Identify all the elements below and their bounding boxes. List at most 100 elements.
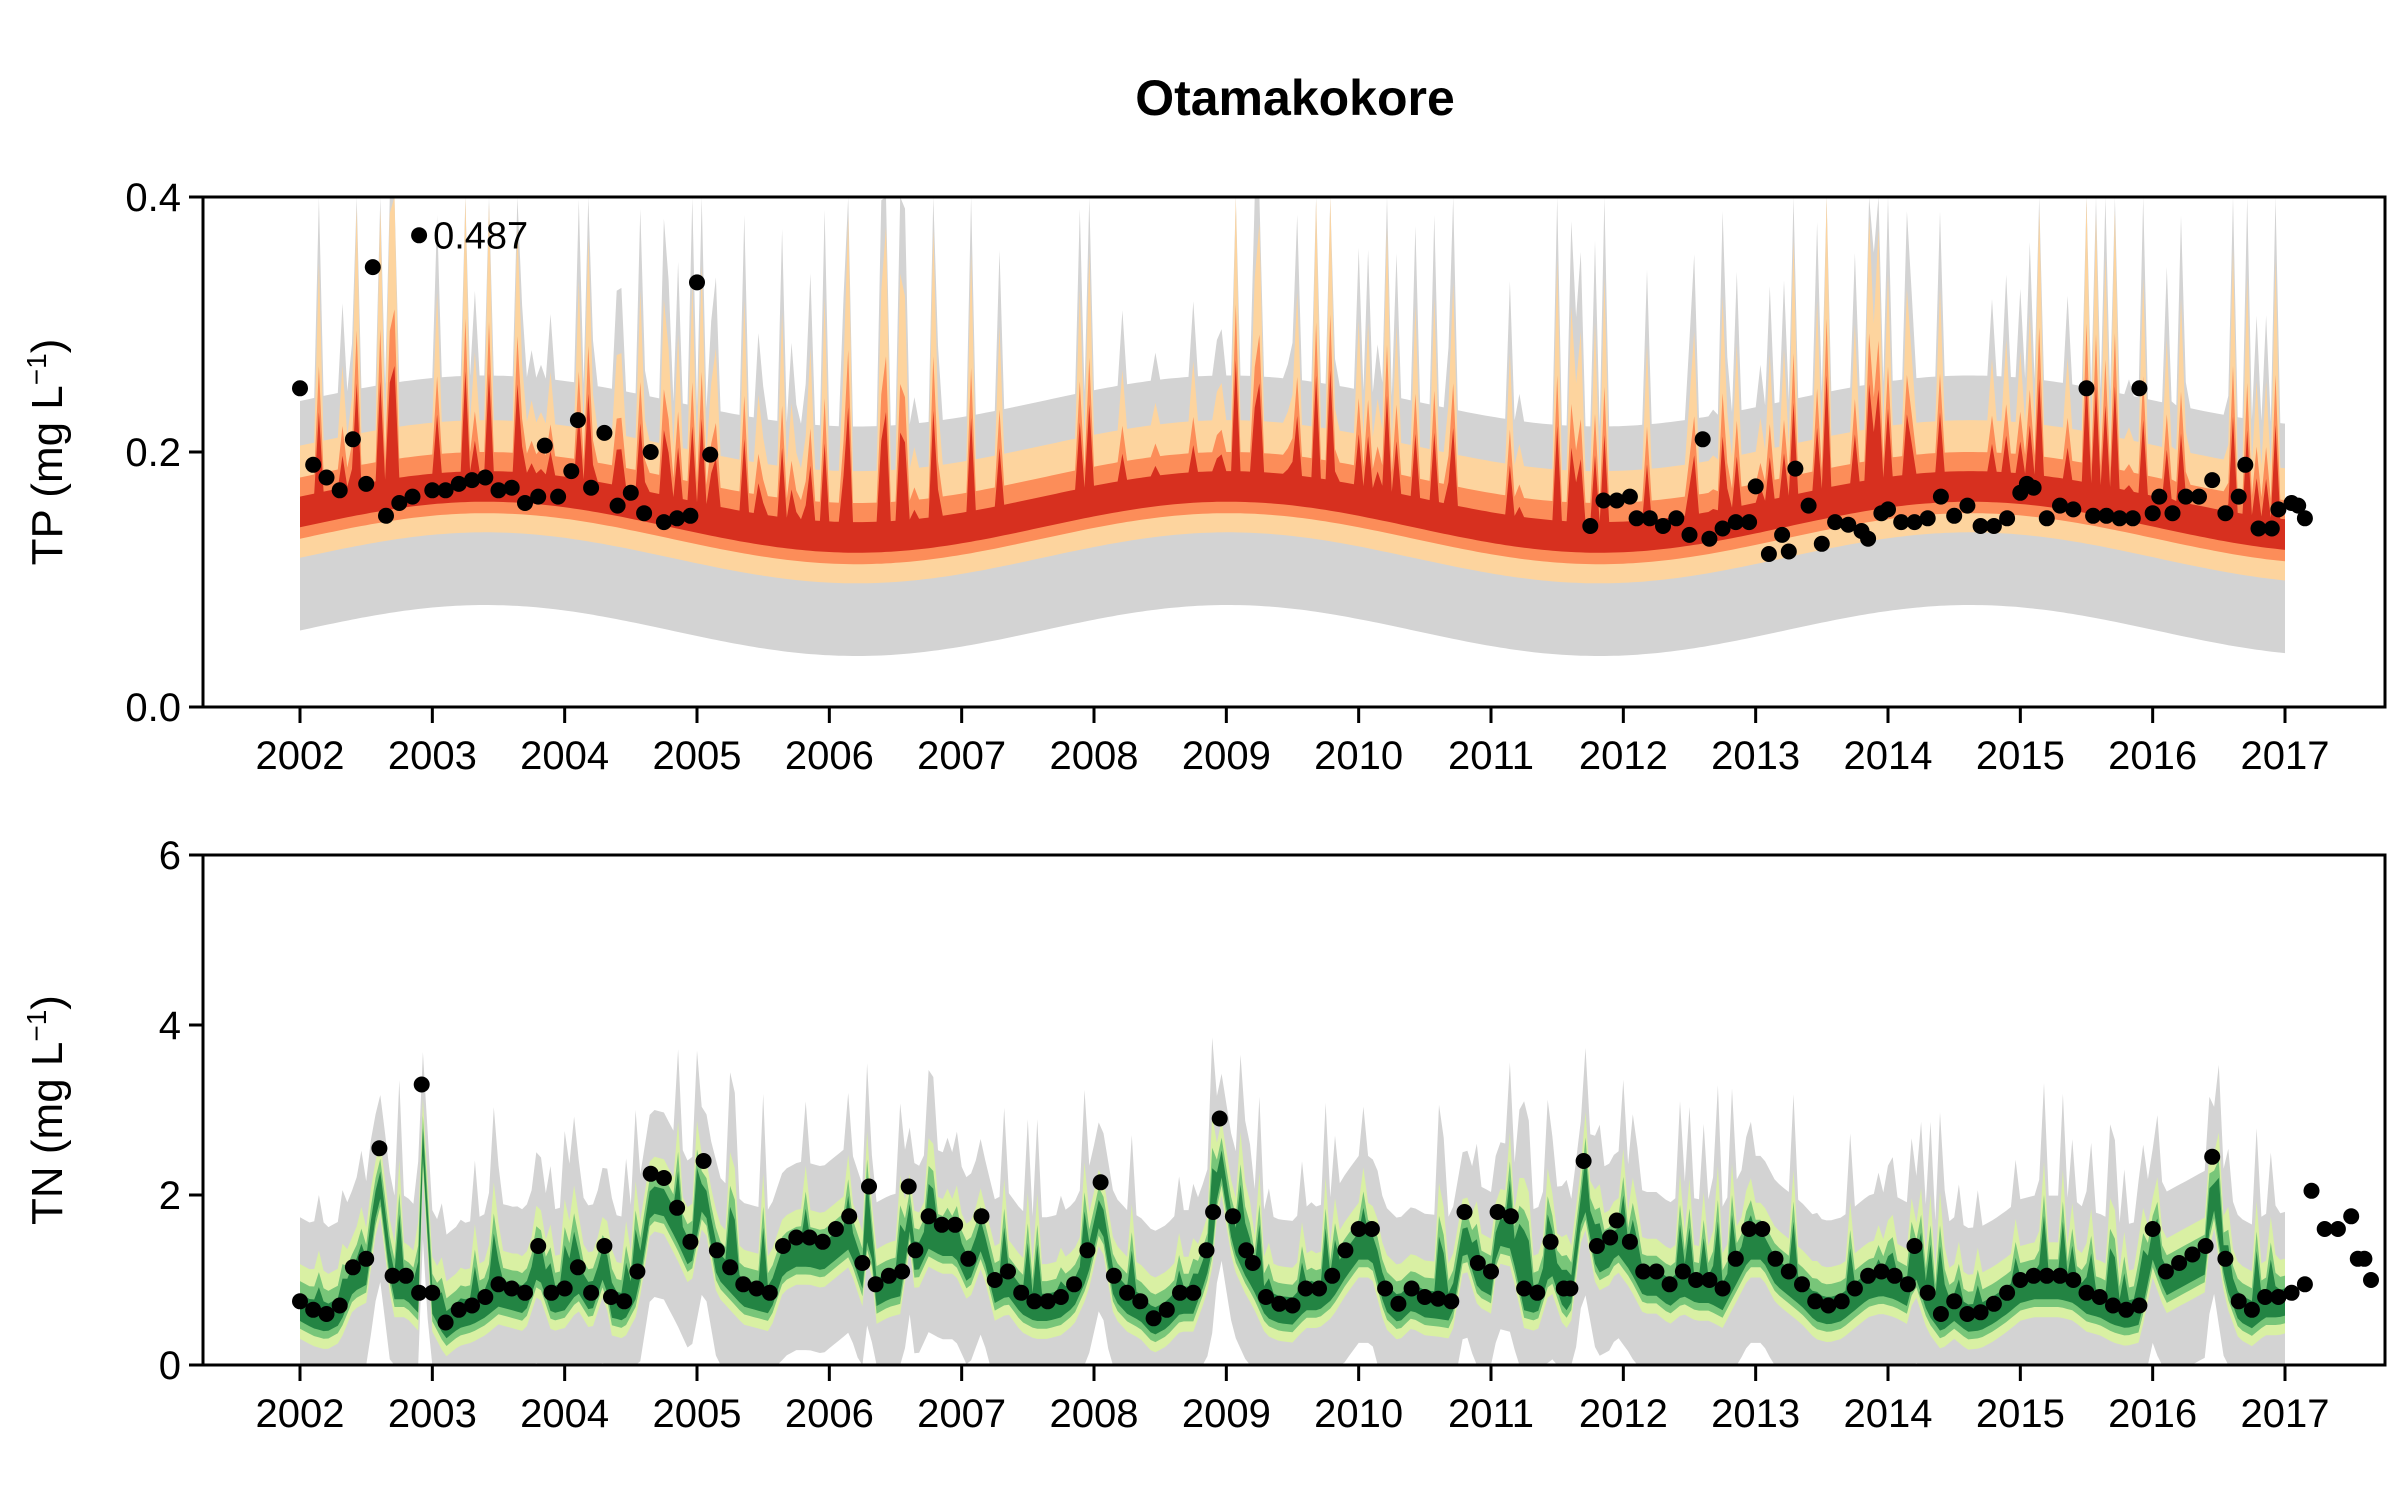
tp-point bbox=[2296, 510, 2313, 527]
tn-point bbox=[827, 1221, 844, 1237]
tn-point bbox=[1621, 1233, 1638, 1250]
tp-point bbox=[530, 488, 547, 505]
tp-point bbox=[2085, 507, 2102, 524]
tn-point bbox=[517, 1284, 533, 1301]
tn-point bbox=[437, 1314, 454, 1331]
tn-point bbox=[413, 1076, 430, 1093]
tp-x-tick-label: 2010 bbox=[1314, 734, 1403, 778]
tn-point bbox=[1688, 1272, 1705, 1288]
tn-point bbox=[1271, 1295, 1288, 1312]
tp-y-tick-label: 0.4 bbox=[125, 176, 181, 220]
tp-point bbox=[437, 482, 454, 499]
tn-point bbox=[1403, 1280, 1420, 1297]
tp-point bbox=[2237, 456, 2254, 473]
tn-point bbox=[1959, 1306, 1976, 1322]
tp-point bbox=[411, 227, 428, 244]
tn-point bbox=[2283, 1284, 2300, 1301]
tp-point bbox=[378, 507, 394, 524]
tn-point bbox=[1430, 1290, 1447, 1307]
tn-point bbox=[1443, 1293, 1460, 1310]
tn-point bbox=[411, 1284, 428, 1301]
tn-y-tick-label: 6 bbox=[159, 834, 181, 878]
tp-point bbox=[1780, 543, 1797, 560]
tn-point bbox=[722, 1259, 739, 1276]
tn-point bbox=[1807, 1293, 1824, 1310]
tn-x-tick-label: 2011 bbox=[1448, 1392, 1534, 1436]
tn-point bbox=[1311, 1280, 1327, 1297]
tn-point bbox=[384, 1267, 401, 1284]
tn-band-4 bbox=[300, 1128, 2285, 1339]
tn-point bbox=[2257, 1289, 2274, 1305]
tp-point bbox=[1668, 510, 1685, 527]
tn-x-tick-label: 2016 bbox=[2108, 1392, 2197, 1436]
tp-annotation: 0.487 bbox=[433, 215, 528, 257]
tn-point bbox=[775, 1238, 791, 1254]
tp-point bbox=[344, 431, 361, 448]
tp-point bbox=[1840, 516, 1857, 533]
tn-point bbox=[1377, 1280, 1394, 1297]
tn-point bbox=[1780, 1263, 1797, 1280]
tn-point bbox=[450, 1301, 467, 1318]
tn-point bbox=[1529, 1284, 1546, 1301]
tp-point bbox=[1827, 514, 1844, 531]
tp-point bbox=[550, 488, 567, 505]
tn-point bbox=[960, 1250, 977, 1267]
tn-point bbox=[1833, 1293, 1850, 1310]
tp-point bbox=[1999, 510, 2016, 527]
tn-point bbox=[1972, 1304, 1989, 1321]
tn-x-tick-label: 2017 bbox=[2241, 1392, 2330, 1436]
tp-point bbox=[596, 424, 613, 441]
tn-point bbox=[2091, 1289, 2108, 1305]
tn-point bbox=[503, 1280, 520, 1297]
tn-point bbox=[1886, 1267, 1903, 1284]
tp-point bbox=[1714, 520, 1731, 537]
tp-point bbox=[1893, 514, 1910, 531]
tn-plot-frame bbox=[201, 853, 2387, 1367]
tn-point bbox=[1350, 1221, 1367, 1237]
tn-point bbox=[1727, 1250, 1744, 1267]
tn-x-tick-label: 2003 bbox=[388, 1392, 477, 1436]
tn-point bbox=[1211, 1110, 1228, 1127]
tn-x-tick-label: 2015 bbox=[1976, 1392, 2065, 1436]
tn-point bbox=[1648, 1263, 1665, 1280]
tp-point bbox=[609, 497, 626, 514]
tp-point bbox=[424, 482, 441, 499]
tn-point bbox=[1284, 1297, 1301, 1314]
tn-point bbox=[1754, 1221, 1771, 1237]
tp-point bbox=[1932, 488, 1949, 505]
tn-point bbox=[761, 1284, 778, 1301]
tp-point bbox=[636, 505, 653, 522]
tn-point bbox=[900, 1178, 917, 1195]
tp-point bbox=[1701, 530, 1718, 547]
tn-x-tick-label: 2007 bbox=[917, 1392, 1006, 1436]
tn-point bbox=[2316, 1221, 2333, 1237]
tn-point bbox=[616, 1293, 633, 1310]
tn-point bbox=[569, 1259, 586, 1276]
tn-point bbox=[735, 1276, 752, 1293]
tp-point bbox=[1813, 535, 1830, 552]
tn-y-tick-label: 4 bbox=[159, 1004, 181, 1048]
tn-point bbox=[986, 1272, 1003, 1288]
tp-point bbox=[1628, 510, 1645, 527]
tp-y-axis: 0.0 0.2 0.4 bbox=[125, 176, 203, 730]
tn-point bbox=[424, 1284, 441, 1301]
tn-point bbox=[920, 1208, 937, 1225]
tp-point bbox=[464, 472, 480, 489]
tp-point bbox=[331, 482, 348, 499]
tn-point bbox=[2243, 1301, 2260, 1318]
tn-point bbox=[2343, 1208, 2360, 1225]
tn-point bbox=[682, 1233, 699, 1250]
tn-point bbox=[1542, 1233, 1559, 1250]
tp-point bbox=[2124, 510, 2141, 527]
tp-x-tick-label: 2007 bbox=[917, 734, 1006, 778]
tp-x-tick-label: 2011 bbox=[1448, 734, 1534, 778]
tn-point bbox=[2065, 1272, 2082, 1288]
tp-point bbox=[655, 514, 672, 531]
tp-point bbox=[1641, 510, 1658, 527]
tn-point bbox=[464, 1297, 480, 1314]
tp-point bbox=[1608, 492, 1625, 509]
tn-point bbox=[1052, 1289, 1069, 1305]
tn-point bbox=[2184, 1246, 2201, 1263]
tp-point bbox=[2250, 520, 2267, 537]
tn-point bbox=[2025, 1267, 2042, 1284]
